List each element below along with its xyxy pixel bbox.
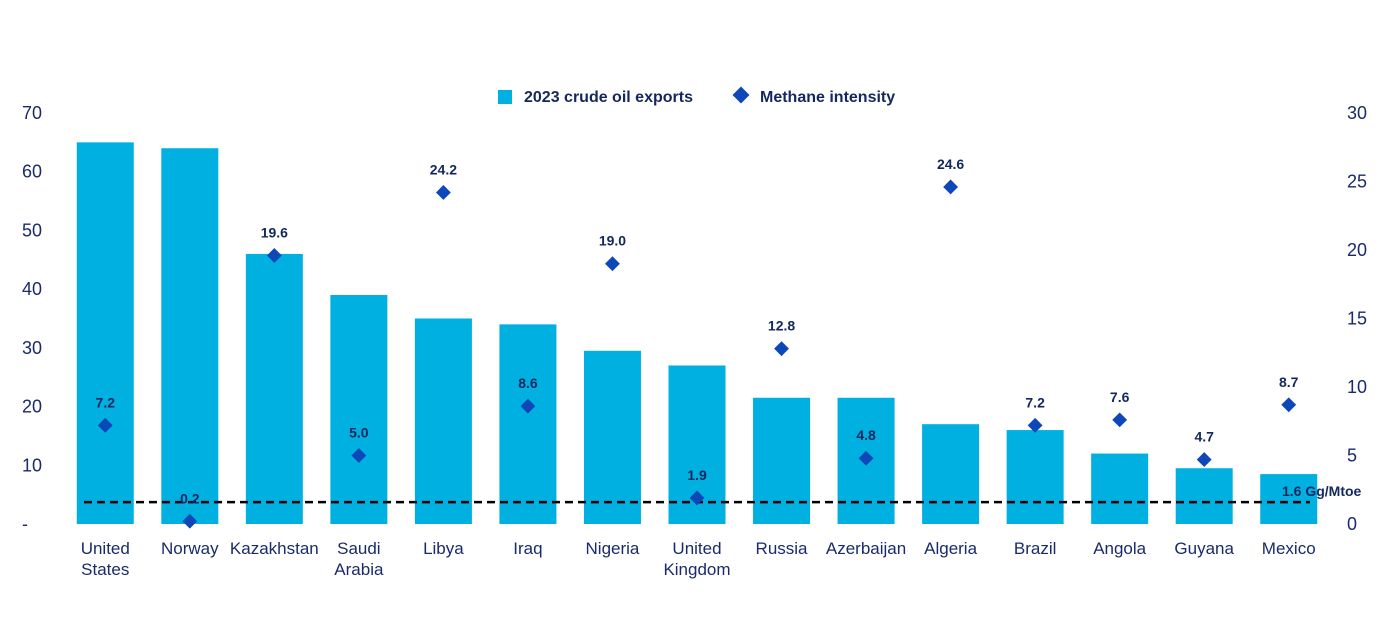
category-label: Iraq xyxy=(513,539,542,558)
marker xyxy=(435,185,451,200)
bar xyxy=(1091,453,1149,524)
data-label: 7.6 xyxy=(1110,389,1130,405)
marker xyxy=(943,179,959,195)
bar xyxy=(330,295,388,524)
right-axis-tick-label: 30 xyxy=(1347,103,1367,123)
category-label: United xyxy=(81,539,130,558)
right-axis: 0 5 10 15 20 25 30 xyxy=(1347,103,1367,534)
right-axis-tick-label: 15 xyxy=(1347,309,1367,329)
left-axis-tick-label: 50 xyxy=(22,220,42,240)
data-label: 4.7 xyxy=(1194,429,1214,445)
marker xyxy=(266,248,282,263)
category-label: Algeria xyxy=(924,539,977,558)
reference-line-label: 1.6 Gg/Mtoe xyxy=(1282,483,1362,499)
bar xyxy=(414,318,472,524)
legend: 2023 crude oil exports Methane intensity xyxy=(498,86,895,106)
category-label: Kazakhstan xyxy=(230,539,319,558)
data-label: 8.7 xyxy=(1279,374,1299,390)
category-label: Azerbaijan xyxy=(826,539,906,558)
category-label: Mexico xyxy=(1262,539,1316,558)
data-label: 7.2 xyxy=(1025,394,1045,410)
left-axis-tick-label: 60 xyxy=(22,162,42,182)
marker xyxy=(689,490,705,506)
marker xyxy=(182,513,198,529)
category-label: Kingdom xyxy=(663,560,730,579)
category-label: Angola xyxy=(1093,539,1146,558)
left-axis-tick-label: 30 xyxy=(22,338,42,358)
data-label: 19.6 xyxy=(261,224,288,240)
marker-series: 7.2 0.2 19.6 5.0 24.2 8.6 19.0 1.9 12.8 4.8 24.6 7.… xyxy=(96,156,1299,529)
bar xyxy=(922,424,980,524)
category-label: Libya xyxy=(423,539,464,558)
data-label: 24.6 xyxy=(937,156,964,172)
bar xyxy=(245,253,303,524)
bar xyxy=(1006,430,1064,524)
marker xyxy=(1281,397,1297,413)
bar xyxy=(76,142,134,524)
bar xyxy=(753,397,811,524)
marker xyxy=(1112,412,1128,428)
category-label: Nigeria xyxy=(586,539,640,558)
category-label: Arabia xyxy=(334,560,384,579)
marker xyxy=(858,450,874,466)
marker xyxy=(97,417,113,433)
marker xyxy=(520,398,536,414)
legend-bar-swatch xyxy=(498,90,512,104)
data-label: 12.8 xyxy=(768,318,795,334)
data-label: 4.8 xyxy=(856,427,876,443)
marker xyxy=(1196,452,1212,468)
left-axis-tick-label: 10 xyxy=(22,455,42,475)
category-label: Brazil xyxy=(1014,539,1057,558)
right-axis-tick-label: 25 xyxy=(1347,172,1367,192)
bar xyxy=(499,324,557,524)
legend-bar-label: 2023 crude oil exports xyxy=(524,89,693,106)
category-label: States xyxy=(81,560,129,579)
right-axis-tick-label: 0 xyxy=(1347,514,1357,534)
category-label: United xyxy=(672,539,721,558)
data-label: 1.9 xyxy=(687,467,707,483)
right-axis-tick-label: 10 xyxy=(1347,377,1367,397)
bar xyxy=(1175,468,1233,524)
left-axis: - 10 20 30 40 50 60 70 xyxy=(22,103,42,534)
data-label: 8.6 xyxy=(518,375,538,391)
data-label: 5.0 xyxy=(349,425,369,441)
left-axis-tick-label: 70 xyxy=(22,103,42,123)
legend-marker-swatch xyxy=(732,86,750,104)
left-axis-tick-label: 40 xyxy=(22,279,42,299)
right-axis-tick-label: 5 xyxy=(1347,446,1357,466)
right-axis-tick-label: 20 xyxy=(1347,240,1367,260)
left-axis-tick-label: 20 xyxy=(22,397,42,417)
data-label: 7.2 xyxy=(96,394,116,410)
marker xyxy=(351,448,367,463)
category-label: Norway xyxy=(161,539,219,558)
bar xyxy=(583,350,641,524)
left-axis-tick-label: - xyxy=(22,514,28,534)
category-label: Russia xyxy=(756,539,809,558)
bar xyxy=(1260,474,1318,524)
marker xyxy=(605,256,620,272)
data-label: 0.2 xyxy=(180,490,200,506)
category-axis: United States Norway Kazakhstan Saudi Arabia L… xyxy=(81,539,1316,579)
data-label: 19.0 xyxy=(599,233,626,249)
category-label: Guyana xyxy=(1174,539,1234,558)
marker xyxy=(1027,417,1043,433)
legend-marker-label: Methane intensity xyxy=(760,89,895,106)
marker xyxy=(774,341,789,357)
bar xyxy=(161,148,219,524)
category-label: Saudi xyxy=(337,539,380,558)
data-label: 24.2 xyxy=(430,161,457,177)
